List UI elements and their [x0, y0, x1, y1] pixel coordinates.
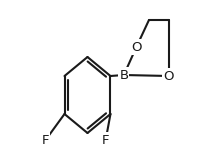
Text: O: O — [163, 69, 174, 82]
Text: F: F — [102, 134, 110, 147]
Text: F: F — [42, 134, 49, 147]
Text: B: B — [119, 69, 128, 82]
Text: O: O — [131, 41, 142, 54]
